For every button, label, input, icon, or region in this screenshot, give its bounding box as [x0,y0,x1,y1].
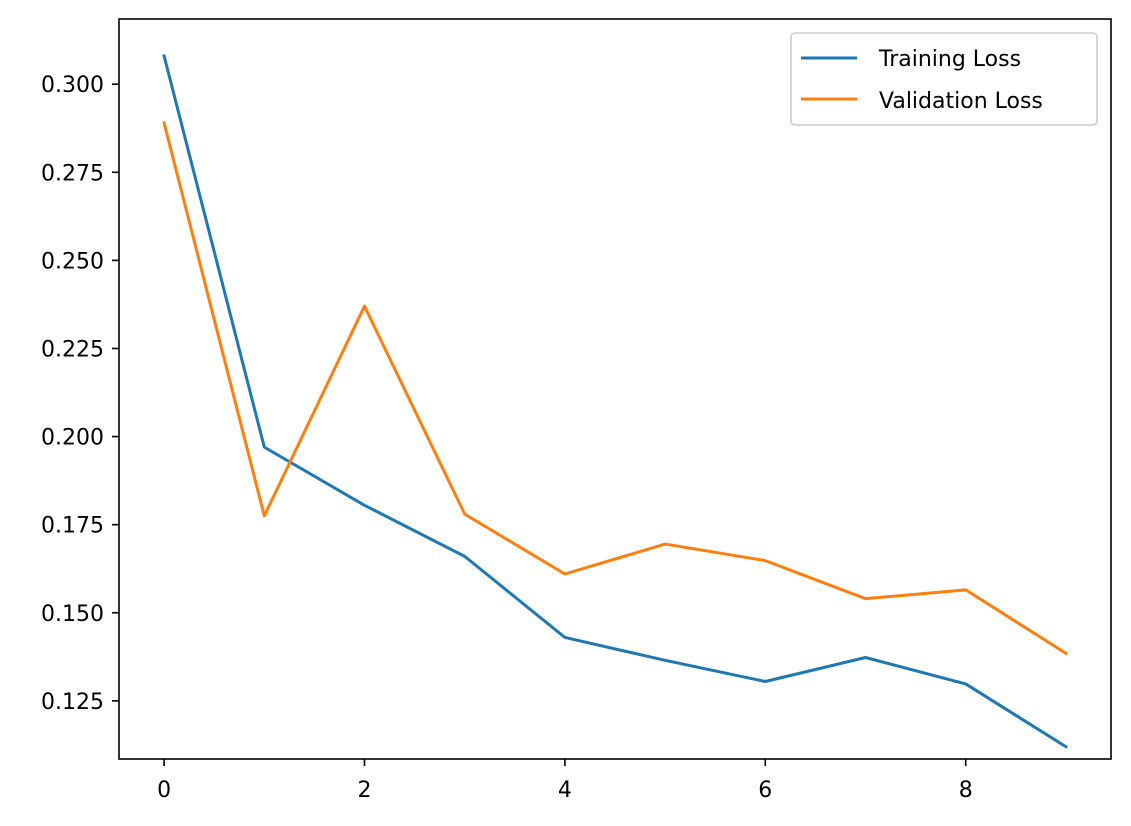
y-axis: 0.125 0.150 0.175 0.200 0.225 0.250 0.275 0.300 [41,73,119,715]
legend-label-validation-loss: Validation Loss [879,89,1043,114]
y-tick-label: 0.250 [41,249,104,274]
y-tick-label: 0.125 [41,690,104,715]
x-tick-label: 2 [357,778,371,803]
y-tick-label: 0.300 [41,73,104,98]
x-tick-label: 6 [758,778,772,803]
y-tick-label: 0.225 [41,337,104,362]
legend-label-training-loss: Training Loss [878,47,1021,72]
y-tick-label: 0.275 [41,161,104,186]
series-line-training-loss [162,54,1068,749]
plot-frame [118,18,1112,760]
legend: Training Loss Validation Loss [790,32,1098,126]
x-tick-label: 0 [157,778,171,803]
series-layer [162,54,1068,749]
x-tick-label: 8 [959,778,973,803]
y-tick-label: 0.175 [41,514,104,539]
series-line-validation-loss [162,121,1068,656]
legend-box [790,32,1098,126]
y-tick-label: 0.150 [41,602,104,627]
y-tick-label: 0.200 [41,426,104,451]
x-axis: 0 2 4 6 8 [157,759,973,803]
x-tick-label: 4 [558,778,572,803]
